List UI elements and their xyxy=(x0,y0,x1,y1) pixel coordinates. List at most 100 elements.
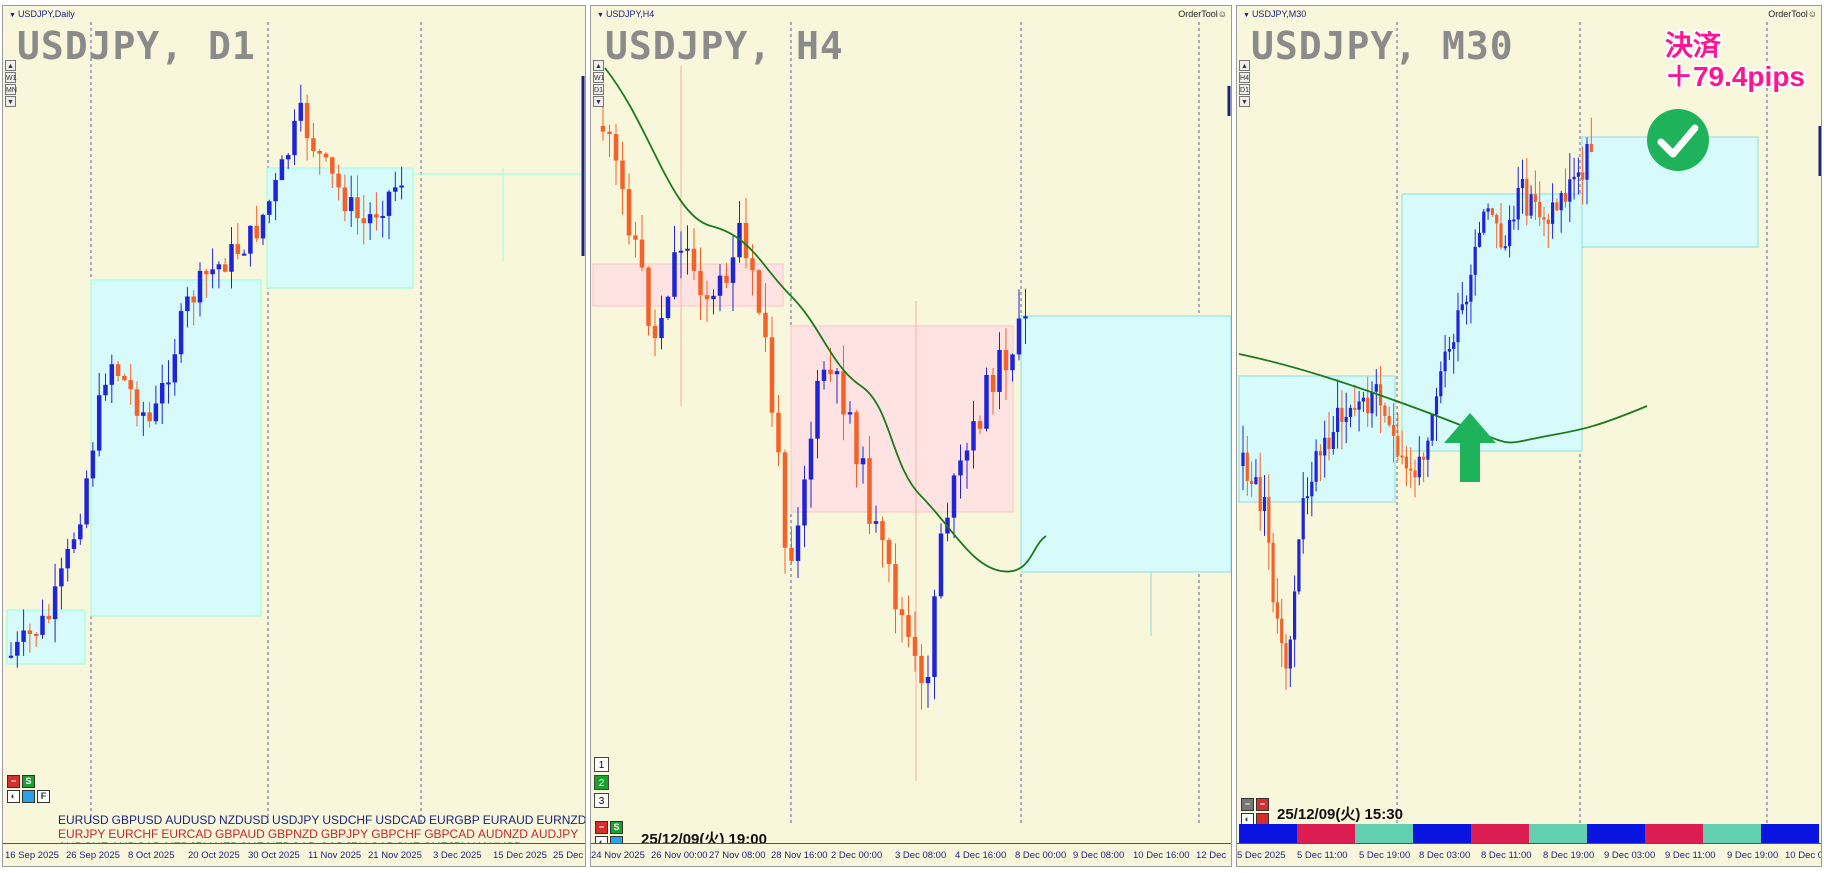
chart-panel-h4[interactable]: ▼ USDJPY,H4 OrderTool☺ USDJPY, H4 ▲ W1 D1… xyxy=(590,5,1232,867)
close-button[interactable]: − xyxy=(1256,798,1269,811)
candle-body xyxy=(1426,440,1430,460)
tf-d1-button[interactable]: D1 xyxy=(593,84,604,95)
candle-body xyxy=(828,369,833,375)
candle-body xyxy=(685,248,690,251)
scroll-up-button[interactable]: ▲ xyxy=(593,60,604,71)
tf-w1-button[interactable]: W1 xyxy=(593,72,605,83)
color-icon[interactable] xyxy=(22,790,35,803)
symbol-link[interactable]: NZDUSD xyxy=(219,813,270,827)
scroll-down-button[interactable]: ▼ xyxy=(1239,96,1250,107)
symbol-link[interactable]: EURNZD xyxy=(536,813,586,827)
level-1-button[interactable]: 1 xyxy=(594,757,609,772)
scroll-up-button[interactable]: ▲ xyxy=(1239,60,1250,71)
candlestick-chart[interactable] xyxy=(591,6,1232,846)
symbol-link[interactable]: EURGBP xyxy=(429,813,480,827)
candle-body xyxy=(769,337,775,413)
candle-body xyxy=(1357,401,1361,410)
symbol-link[interactable]: GBPJPY xyxy=(320,826,369,841)
symbol-link[interactable]: AUDJPY xyxy=(530,826,579,841)
symbol-link[interactable]: EURUSD xyxy=(58,813,109,827)
candle-body xyxy=(646,267,651,326)
window-title: ▼ USDJPY,H4 xyxy=(597,9,655,19)
time-axis-label: 3 Dec 08:00 xyxy=(895,850,947,861)
settings-icon[interactable]: ◐ xyxy=(7,790,20,803)
candle-body xyxy=(1293,591,1297,640)
time-axis-label: 11 Nov 2025 xyxy=(308,850,362,861)
candle-body xyxy=(1344,416,1348,422)
candle-body xyxy=(374,214,379,218)
tf-h4-button[interactable]: H4 xyxy=(1239,72,1250,83)
candle-body xyxy=(386,191,392,216)
candle-body xyxy=(1241,452,1245,466)
candle-body xyxy=(1275,602,1279,619)
symbol-link[interactable]: GBPNZD xyxy=(267,826,318,841)
tf-d1-button[interactable]: D1 xyxy=(1239,84,1250,95)
symbol-link[interactable]: USDCAD xyxy=(375,813,427,827)
moving-average-line xyxy=(604,67,1047,573)
symbol-link[interactable]: GBPUSD xyxy=(111,813,163,827)
symbol-link[interactable]: EURCHF xyxy=(108,826,159,841)
candle-body xyxy=(1546,219,1550,224)
window-title: ▼ USDJPY,Daily xyxy=(9,9,75,19)
symbol-link[interactable]: GBPCHF xyxy=(371,826,422,841)
candle-body xyxy=(1262,497,1267,512)
order-tool-label[interactable]: OrderTool☺ xyxy=(1178,9,1227,19)
symbol-link[interactable]: GBPCAD xyxy=(424,826,475,841)
scroll-up-button[interactable]: ▲ xyxy=(5,60,16,71)
level-2-button[interactable]: 2 xyxy=(594,775,609,790)
candle-body xyxy=(21,630,26,642)
candlestick-chart[interactable] xyxy=(1237,6,1822,846)
candle-body xyxy=(1370,391,1374,414)
color-bar-segment xyxy=(1587,824,1645,844)
scroll-down-button[interactable]: ▼ xyxy=(5,96,16,107)
candle-body xyxy=(71,539,77,549)
candle-body xyxy=(971,421,976,451)
time-axis-label: 3 Dec 2025 xyxy=(433,850,482,861)
candle-body xyxy=(1516,187,1520,220)
candle-body xyxy=(285,155,291,160)
candle-body xyxy=(808,438,814,480)
symbol-link[interactable]: EURCAD xyxy=(161,826,213,841)
candle-body xyxy=(15,641,20,656)
minimize-button[interactable]: − xyxy=(595,821,608,834)
scroll-down-button[interactable]: ▼ xyxy=(593,96,604,107)
candle-body xyxy=(197,270,203,303)
candle-body xyxy=(665,296,671,319)
candle-body xyxy=(1551,202,1555,224)
tf-mn-button[interactable]: MN xyxy=(5,84,17,95)
order-tool-label[interactable]: OrderTool☺ xyxy=(1768,9,1817,19)
symbol-link[interactable]: USDCHF xyxy=(322,813,373,827)
candle-body xyxy=(1348,407,1353,417)
time-axis-label: 10 Dec 16:00 xyxy=(1133,850,1190,861)
candle-body xyxy=(906,615,911,637)
candle-body xyxy=(1010,354,1015,371)
chart-panel-d1[interactable]: ▼ USDJPY,Daily USDJPY, D1 ▲ W1 MN ▼ − S ◐… xyxy=(2,5,586,867)
candle-body xyxy=(964,450,970,461)
candle-body xyxy=(33,633,39,636)
sell-button[interactable]: S xyxy=(610,821,623,834)
symbol-link[interactable]: EURJPY xyxy=(58,826,106,841)
candle-body xyxy=(880,521,885,541)
symbol-link[interactable]: EURAUD xyxy=(482,813,534,827)
candle-body xyxy=(1469,274,1473,302)
symbol-link[interactable]: GBPAUD xyxy=(215,826,265,841)
candle-body xyxy=(40,615,45,635)
candlestick-chart[interactable] xyxy=(3,6,586,846)
candle-body xyxy=(1417,456,1421,478)
filter-button[interactable]: F xyxy=(37,790,50,803)
candle-body xyxy=(52,586,58,620)
minimize-button[interactable]: − xyxy=(1241,798,1254,811)
candle-body xyxy=(311,138,316,152)
color-bar-segment xyxy=(1761,824,1819,844)
minimize-button[interactable]: − xyxy=(7,775,20,788)
symbol-link[interactable]: AUDUSD xyxy=(165,813,217,827)
chart-panel-m30[interactable]: ▼ USDJPY,M30 OrderTool☺ USDJPY, M30 決済 ＋7… xyxy=(1236,5,1822,867)
tf-w1-button[interactable]: W1 xyxy=(5,72,17,83)
symbol-link[interactable]: AUDNZD xyxy=(477,826,528,841)
candle-body xyxy=(1340,407,1344,422)
sell-button[interactable]: S xyxy=(22,775,35,788)
candle-body xyxy=(1430,414,1434,441)
symbol-link[interactable]: USDJPY xyxy=(272,813,320,827)
level-3-button[interactable]: 3 xyxy=(594,793,609,808)
candle-body xyxy=(750,258,755,271)
